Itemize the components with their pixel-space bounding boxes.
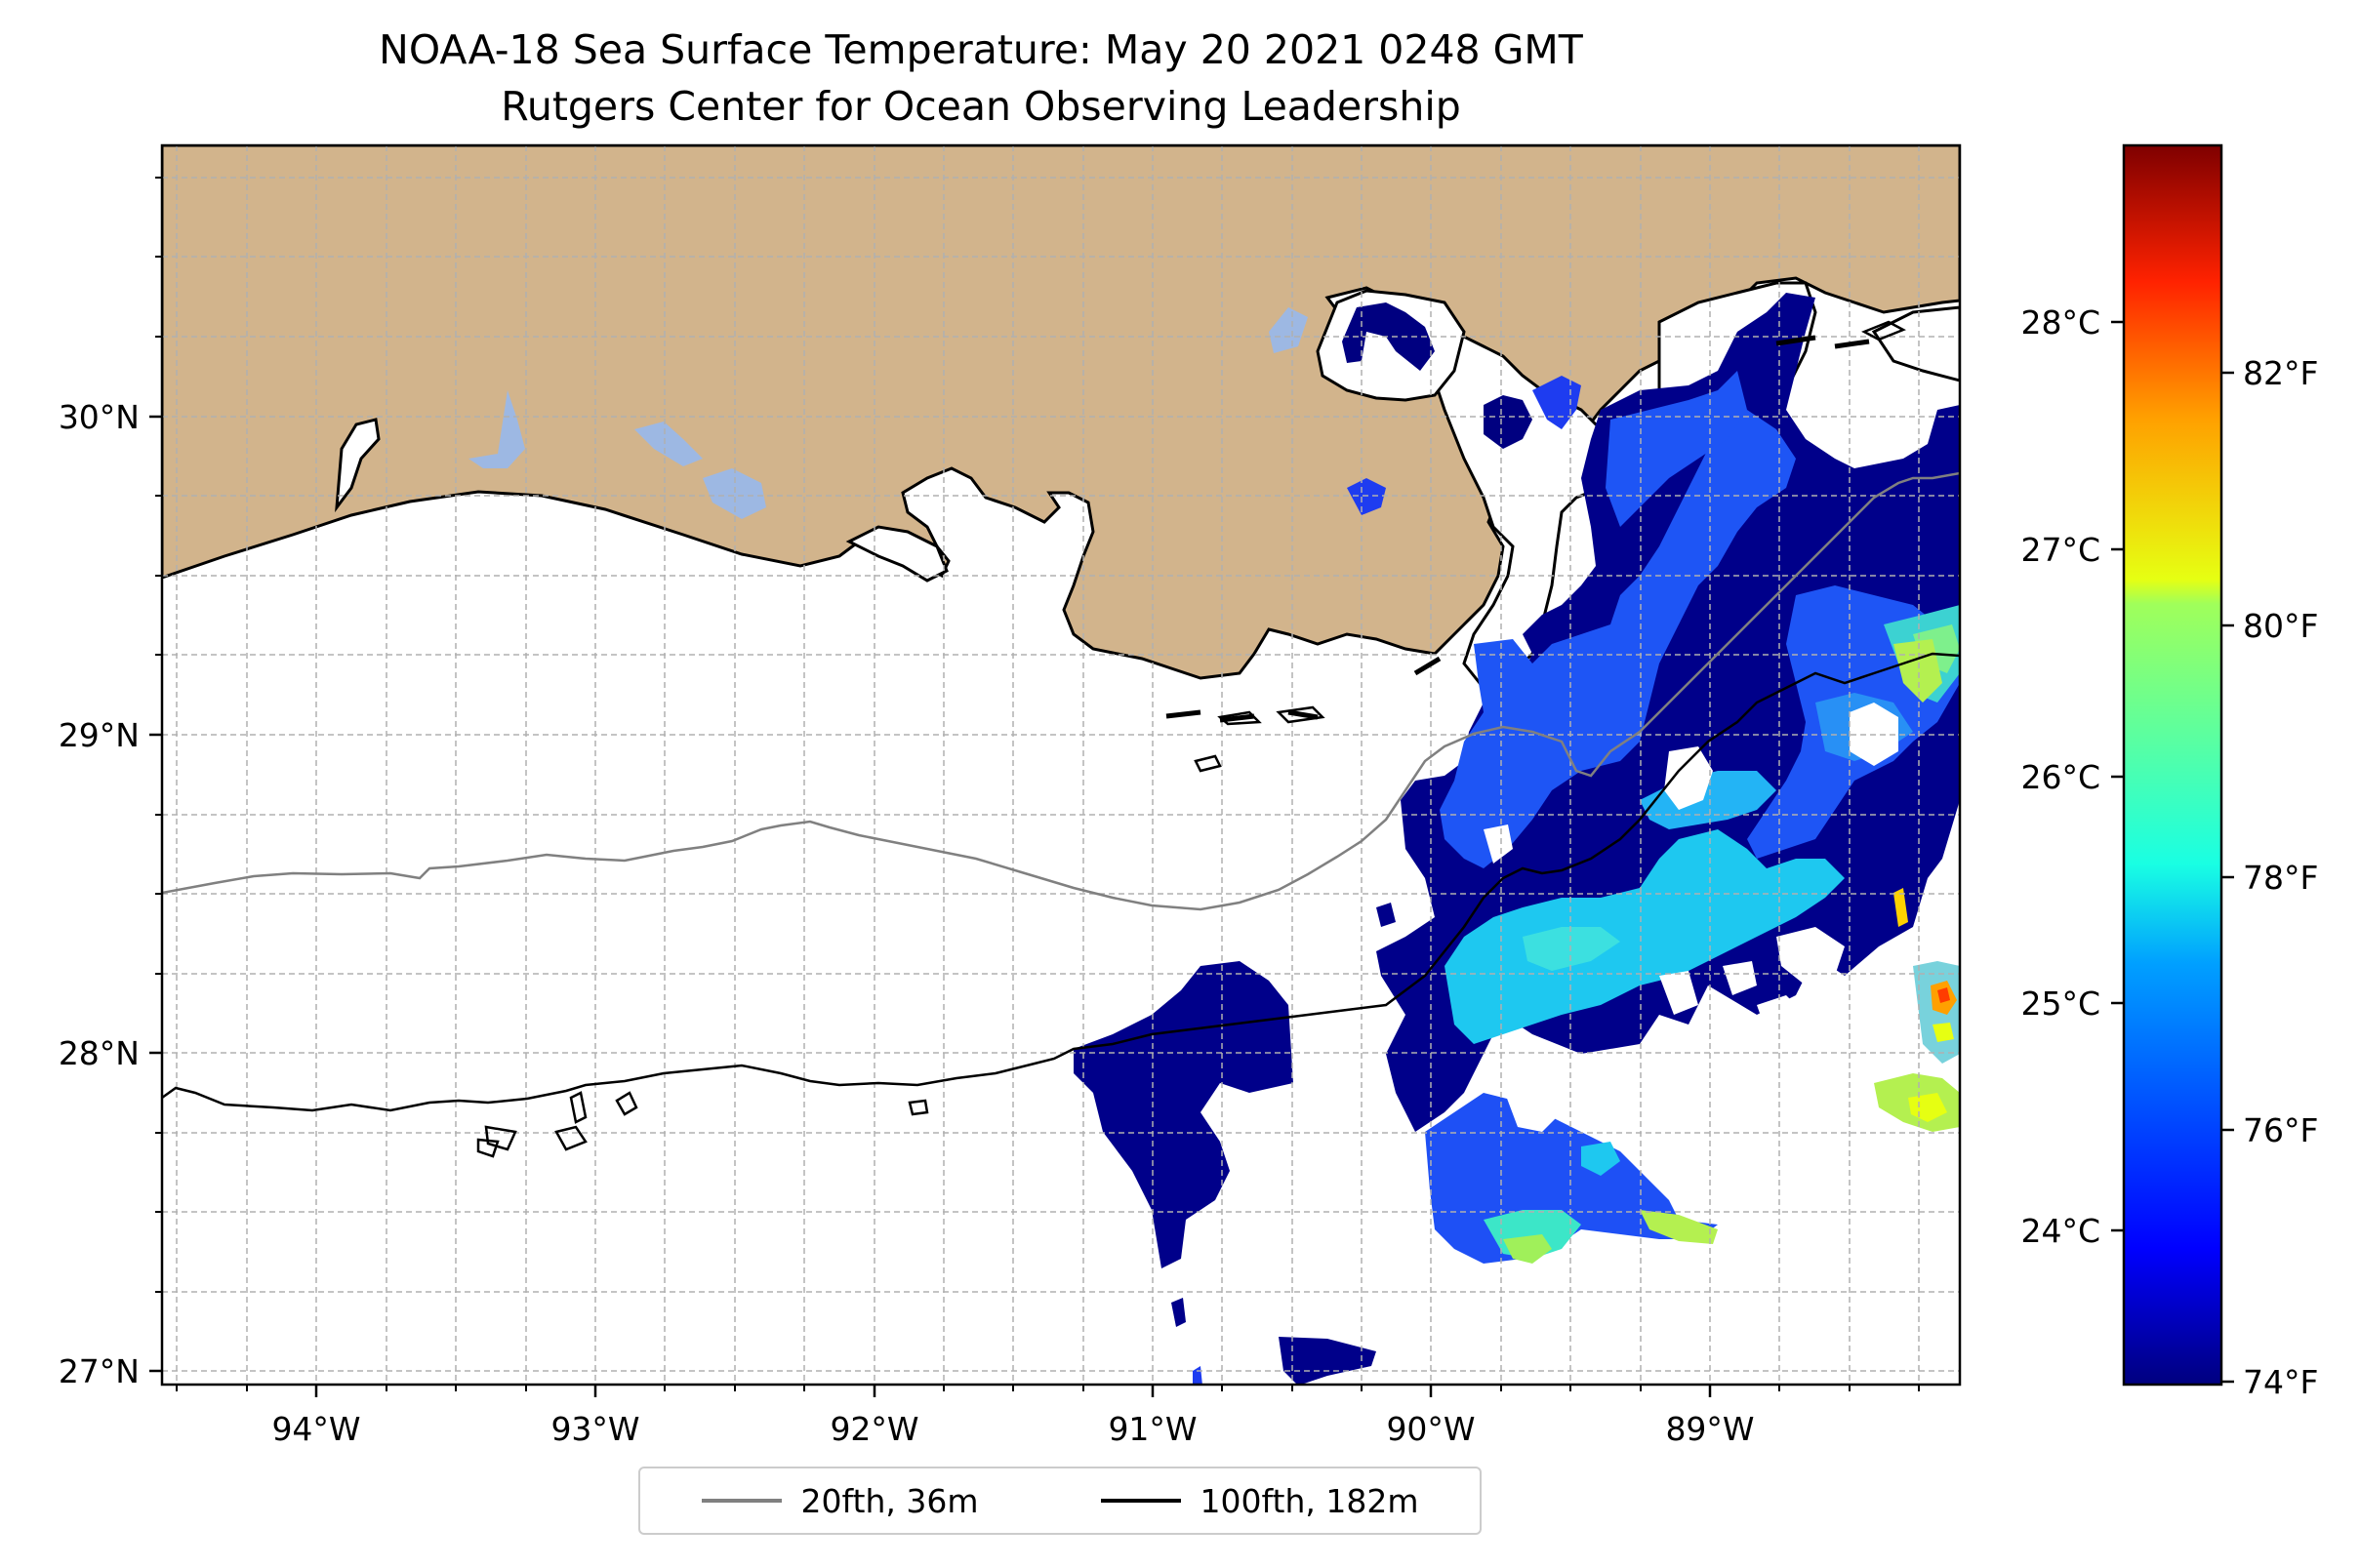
map-frame (160, 143, 1962, 1387)
lat-tick-label: 30°N (59, 398, 140, 436)
lat-labels: 30°N 29°N 28°N 27°N (59, 398, 140, 1390)
lake (703, 468, 766, 519)
lon-tick-label: 90°W (1386, 1410, 1475, 1448)
celsius-tick-label: 24°C (2020, 1212, 2100, 1250)
fahrenheit-labels: 82°F 80°F 78°F 76°F 74°F (2243, 354, 2318, 1401)
contour-legend: 20fth, 36m 100fth, 182m (638, 1467, 1482, 1535)
lon-tick-label: 91°W (1108, 1410, 1197, 1448)
fahrenheit-tick-label: 82°F (2243, 354, 2318, 392)
lat-tick-label: 29°N (59, 716, 140, 754)
sst-field (1074, 293, 1960, 1385)
lake (468, 390, 525, 468)
map-title: NOAA-18 Sea Surface Temperature: May 20 … (0, 21, 1962, 135)
gridlines (162, 145, 1960, 1385)
y-major-ticks (149, 415, 162, 1373)
lake (1269, 307, 1308, 353)
celsius-tick-label: 26°C (2020, 758, 2100, 796)
legend-item-20fth: 20fth, 36m (701, 1481, 979, 1520)
lon-tick-label: 93°W (550, 1410, 639, 1448)
colorbar (2122, 143, 2223, 1387)
legend-line-black (1100, 1499, 1181, 1503)
lon-tick-label: 92°W (830, 1410, 918, 1448)
legend-label: 20fth, 36m (800, 1481, 979, 1520)
celsius-ticks (2111, 320, 2124, 1232)
y-minor-ticks (155, 177, 162, 1293)
x-major-ticks (314, 1385, 1712, 1397)
celsius-labels: 28°C 27°C 26°C 25°C 24°C (2020, 303, 2100, 1250)
title-line-2: Rutgers Center for Ocean Observing Leade… (501, 83, 1461, 130)
lon-tick-label: 89°W (1665, 1410, 1754, 1448)
lon-labels: 94°W 93°W 92°W 91°W 90°W 89°W (271, 1410, 1754, 1448)
lon-tick-label: 94°W (271, 1410, 360, 1448)
lat-tick-label: 27°N (59, 1352, 140, 1390)
celsius-tick-label: 27°C (2020, 531, 2100, 569)
fahrenheit-tick-label: 78°F (2243, 859, 2318, 897)
legend-item-100fth: 100fth, 182m (1100, 1481, 1419, 1520)
legend-label: 100fth, 182m (1200, 1481, 1419, 1520)
lake (634, 422, 703, 466)
contour-100fth (162, 652, 1960, 1112)
map-panel (162, 145, 1960, 1385)
title-line-1: NOAA-18 Sea Surface Temperature: May 20 … (379, 26, 1583, 73)
fahrenheit-tick-label: 76°F (2243, 1111, 2318, 1149)
fahrenheit-tick-label: 74°F (2243, 1363, 2318, 1401)
x-minor-ticks (176, 1385, 1920, 1391)
celsius-tick-label: 25°C (2020, 985, 2100, 1023)
fahrenheit-ticks (2221, 371, 2234, 1384)
barrier-islands (1165, 335, 1870, 723)
fahrenheit-tick-label: 80°F (2243, 607, 2318, 645)
lat-tick-label: 28°N (59, 1034, 140, 1072)
legend-line-gray (701, 1499, 782, 1503)
celsius-tick-label: 28°C (2020, 303, 2100, 342)
contour-20fth (162, 471, 1960, 911)
